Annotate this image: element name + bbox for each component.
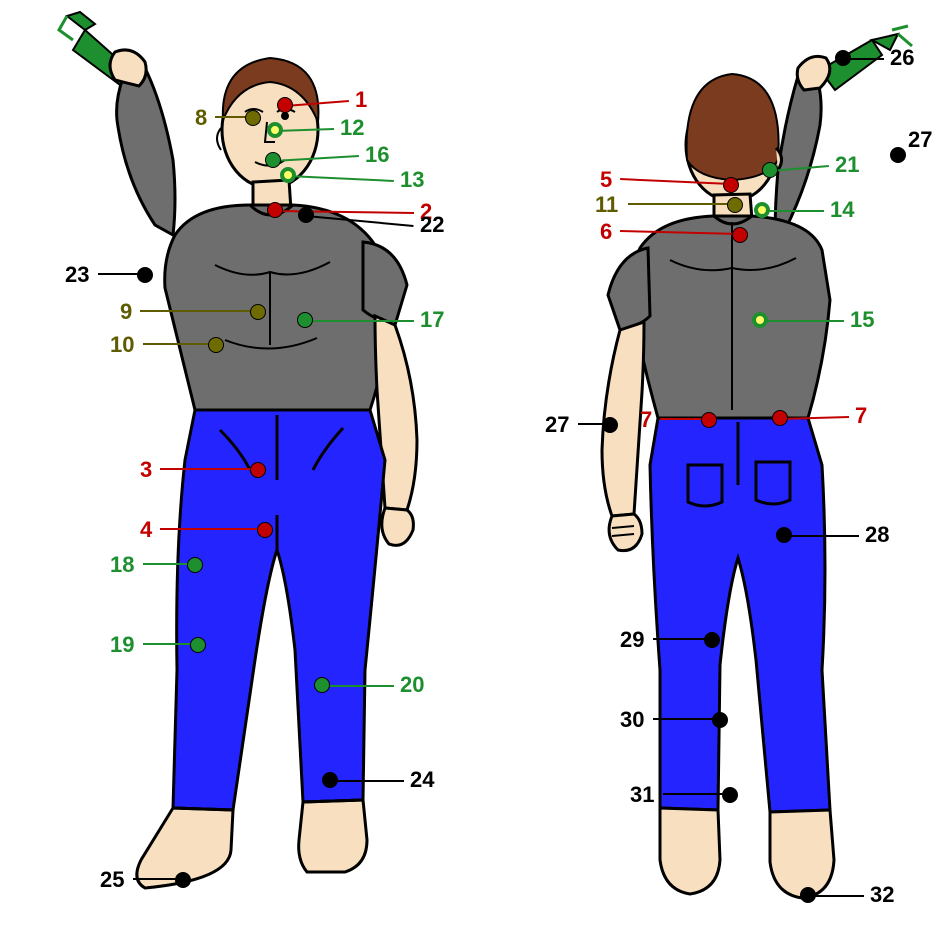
hand-left: [382, 508, 414, 545]
figure-front: [45, 10, 505, 940]
marker-dot: [772, 410, 788, 426]
leader-line: [330, 780, 404, 782]
point-label: 1: [355, 87, 367, 113]
leader-line: [160, 528, 265, 530]
marker-dot: [322, 772, 338, 788]
point-label: 22: [420, 212, 444, 238]
point-label: 21: [835, 152, 859, 178]
marker-dot: [267, 122, 283, 138]
point-label: 28: [865, 522, 889, 548]
point-label: 15: [850, 307, 874, 333]
marker-dot: [701, 412, 717, 428]
point-label: 10: [110, 332, 134, 358]
point-label: 6: [600, 219, 612, 245]
marker-dot: [257, 522, 273, 538]
point-label: 29: [620, 627, 644, 653]
marker-dot: [722, 787, 738, 803]
point-label: 13: [400, 167, 424, 193]
marker-dot: [602, 417, 618, 433]
point-label: 19: [110, 632, 134, 658]
point-label: 20: [400, 672, 424, 698]
heel-left: [660, 808, 720, 894]
leader-line: [322, 685, 394, 687]
point-label: 3: [140, 457, 152, 483]
point-label: 30: [620, 707, 644, 733]
figure-back: [500, 10, 940, 940]
arm-left-sleeve: [363, 242, 407, 325]
point-label: 24: [410, 767, 434, 793]
marker-dot: [280, 167, 296, 183]
leader-line: [160, 468, 258, 470]
marker-dot: [298, 207, 314, 223]
arm-right-raised: [117, 68, 175, 235]
leader-line: [762, 210, 824, 212]
marker-dot: [732, 227, 748, 243]
marker-dot: [190, 637, 206, 653]
leader-line: [628, 203, 735, 205]
marker-dot: [187, 557, 203, 573]
hand-right: [110, 50, 146, 86]
point-label: 4: [140, 517, 152, 543]
point-label: 11: [595, 192, 618, 218]
point-label: 23: [65, 262, 89, 288]
marker-dot: [890, 147, 906, 163]
marker-dot: [250, 462, 266, 478]
marker-dot: [175, 872, 191, 888]
point-label: 5: [600, 167, 612, 193]
marker-dot: [704, 632, 720, 648]
point-label: 17: [420, 307, 444, 333]
leader-line: [760, 320, 844, 322]
shirt-back: [630, 216, 830, 418]
hand-hang: [609, 514, 642, 551]
point-label: 14: [830, 197, 854, 223]
heel-right: [770, 810, 834, 898]
marker-dot: [727, 197, 743, 213]
point-label: 27: [908, 127, 932, 153]
foot-left: [299, 800, 367, 872]
leader-line: [784, 535, 859, 537]
point-label: 27: [545, 412, 569, 438]
hand-raised-back: [797, 56, 830, 90]
leader-line: [663, 793, 730, 795]
marker-dot: [762, 162, 778, 178]
leader-line: [140, 310, 258, 312]
marker-dot: [277, 97, 293, 113]
leader-line: [143, 343, 216, 345]
point-label: 25: [100, 867, 124, 893]
shirt-front: [165, 205, 390, 410]
marker-dot: [245, 110, 261, 126]
point-label: 7: [640, 407, 652, 433]
diagram-stage: 1234567789101112131415161718192021222324…: [0, 0, 940, 940]
marker-dot: [712, 712, 728, 728]
pants-back: [650, 418, 830, 812]
marker-dot: [835, 50, 851, 66]
marker-dot: [297, 312, 313, 328]
point-label: 32: [870, 882, 894, 908]
marker-dot: [137, 267, 153, 283]
marker-dot: [314, 677, 330, 693]
pants-front: [173, 410, 385, 810]
marker-dot: [800, 887, 816, 903]
leader-line: [653, 718, 720, 720]
marker-dot: [754, 202, 770, 218]
point-label: 31: [630, 782, 654, 808]
marker-dot: [723, 177, 739, 193]
marker-dot: [208, 337, 224, 353]
leader-line: [808, 895, 864, 897]
marker-dot: [776, 527, 792, 543]
marker-dot: [265, 152, 281, 168]
point-label: 18: [110, 552, 134, 578]
point-label: 16: [365, 142, 389, 168]
point-label: 7: [855, 403, 867, 429]
point-label: 9: [120, 299, 132, 325]
marker-dot: [250, 304, 266, 320]
marker-dot: [752, 312, 768, 328]
arm-hang-sleeve: [608, 248, 650, 330]
marker-dot: [267, 202, 283, 218]
point-label: 8: [195, 105, 207, 131]
leader-line: [305, 320, 414, 322]
point-label: 12: [340, 115, 364, 141]
point-label: 26: [890, 45, 914, 71]
